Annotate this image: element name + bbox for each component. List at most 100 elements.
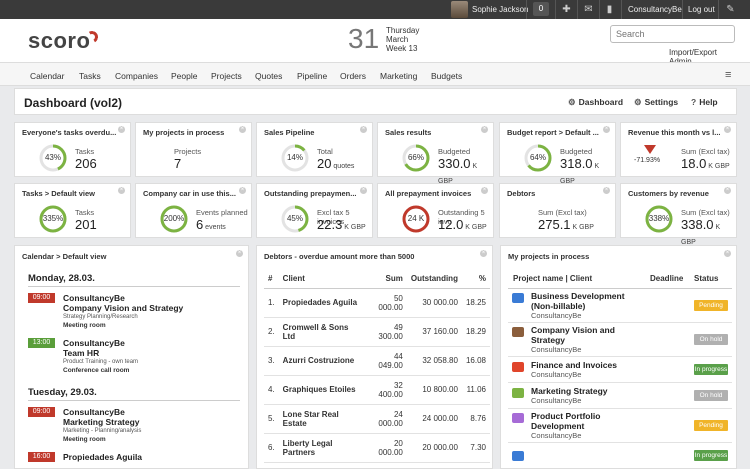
column-header[interactable]: Project name | Client bbox=[508, 270, 646, 289]
client-name[interactable]: Azurri Costruzione bbox=[278, 346, 366, 376]
widget-card[interactable]: Revenue this month vs l... × -71.93% Sum (E… bbox=[620, 122, 737, 177]
widget-card[interactable]: Sales Pipeline × 14% Total 20 quotes bbox=[256, 122, 373, 177]
close-icon[interactable]: × bbox=[481, 126, 488, 133]
widget-card[interactable]: Everyone's tasks overdu... × 43% Tasks 206 bbox=[14, 122, 131, 177]
mail-icon[interactable]: ✉ bbox=[584, 4, 593, 15]
project-cell[interactable]: Product Portfolio Development Consultancy… bbox=[508, 408, 646, 443]
close-icon[interactable]: × bbox=[360, 126, 367, 133]
status-badge[interactable]: In progress bbox=[694, 363, 728, 375]
table-row[interactable]: Finance and Invoices ConsultancyBe In prog… bbox=[508, 356, 732, 383]
dashboard-button[interactable]: ⚙ Dashboard bbox=[568, 97, 623, 108]
divider bbox=[555, 0, 556, 19]
column-header[interactable]: Status bbox=[690, 270, 732, 289]
close-icon[interactable]: × bbox=[118, 187, 125, 194]
close-icon[interactable]: × bbox=[480, 250, 487, 257]
table-row[interactable]: 1. Propiedades Aguila 50 000.00 30 000.00 18… bbox=[264, 288, 490, 318]
table-row[interactable]: 3. Azurri Costruzione 44 049.00 32 058.80 16… bbox=[264, 346, 490, 376]
company-name[interactable]: ConsultancyBe bbox=[628, 5, 682, 14]
table-row[interactable]: Product Portfolio Development Consultancy… bbox=[508, 408, 732, 443]
client-name[interactable]: Propiedades Aguila bbox=[278, 288, 366, 318]
close-icon[interactable]: × bbox=[603, 126, 610, 133]
client-name[interactable]: Liberty Legal Partners bbox=[278, 433, 366, 463]
widget-card[interactable]: Budget report > Default ... × 64% Budgeted 3… bbox=[499, 122, 616, 185]
project-text: Marketing Strategy ConsultancyBe bbox=[531, 386, 608, 405]
table-row[interactable]: In progress bbox=[508, 442, 732, 468]
nav-marketing[interactable]: Marketing bbox=[380, 71, 418, 81]
nav-pipeline[interactable]: Pipeline bbox=[297, 71, 328, 81]
close-icon[interactable]: × bbox=[724, 126, 731, 133]
project-cell[interactable]: Company Vision and Strategy ConsultancyBe bbox=[508, 322, 646, 357]
table-row[interactable]: 5. Lone Star Real Estate 24 000.00 24 000.0… bbox=[264, 404, 490, 434]
add-icon[interactable]: ✚ bbox=[562, 4, 571, 15]
column-header[interactable]: Deadline bbox=[646, 270, 690, 289]
column-header[interactable]: # bbox=[264, 270, 279, 289]
nav-calendar[interactable]: Calendar bbox=[30, 71, 65, 81]
status-badge[interactable]: On hold bbox=[694, 333, 728, 345]
close-icon[interactable]: × bbox=[481, 187, 488, 194]
project-cell[interactable]: Business Development (Non-billable) Consu… bbox=[508, 288, 646, 323]
close-icon[interactable]: × bbox=[724, 187, 731, 194]
widget-card[interactable]: Customers by revenue × 338% Sum (Excl tax) 3… bbox=[620, 183, 737, 246]
help-button[interactable]: ? Help bbox=[691, 97, 718, 107]
widget-number: 12.0 bbox=[438, 217, 464, 232]
widget-card[interactable]: Debtors × Sum (Excl tax) 275.1 K GBP bbox=[499, 183, 616, 238]
widget-card[interactable]: Company car in use this... × 200% Events pl… bbox=[135, 183, 252, 238]
column-header[interactable]: Outstanding bbox=[406, 270, 462, 289]
status-badge[interactable]: In progress bbox=[694, 449, 728, 461]
widget-card[interactable]: My projects in process × Projects 7 bbox=[135, 122, 252, 177]
close-icon[interactable]: × bbox=[724, 250, 731, 257]
status-badge[interactable]: Pending bbox=[694, 419, 728, 431]
nav-tasks[interactable]: Tasks bbox=[79, 71, 101, 81]
column-header[interactable]: Sum bbox=[365, 270, 407, 289]
edit-icon[interactable]: ✎ bbox=[726, 4, 735, 15]
table-row[interactable]: Business Development (Non-billable) Consu… bbox=[508, 288, 732, 323]
close-icon[interactable]: × bbox=[239, 187, 246, 194]
import-export-link[interactable]: Import/Export bbox=[669, 48, 718, 57]
widget-value: 338.0 K GBP bbox=[681, 217, 736, 247]
client-name[interactable]: Graphiques Etoiles bbox=[278, 375, 366, 405]
bookmark-icon[interactable]: ▮ bbox=[606, 4, 613, 15]
project-cell[interactable] bbox=[508, 442, 646, 468]
column-header[interactable]: Client bbox=[278, 270, 366, 289]
nav-projects[interactable]: Projects bbox=[211, 71, 242, 81]
widget-value: 330.0 K GBP bbox=[438, 156, 493, 186]
admin-link[interactable]: Admin bbox=[669, 57, 692, 66]
table-row[interactable]: 6. Liberty Legal Partners 20 000.00 20 000.… bbox=[264, 433, 490, 463]
logout-link[interactable]: Log out bbox=[688, 5, 715, 14]
nav-budgets[interactable]: Budgets bbox=[431, 71, 463, 81]
nav-orders[interactable]: Orders bbox=[340, 71, 366, 81]
user-name[interactable]: Sophie Jackson bbox=[472, 5, 529, 14]
deadline-cell bbox=[646, 382, 690, 409]
widget-card[interactable]: Sales results × 66% Budgeted 330.0 K GBP bbox=[377, 122, 494, 185]
table-row[interactable]: 4. Graphiques Etoiles 32 400.00 10 800.00 11… bbox=[264, 375, 490, 405]
nav-people[interactable]: People bbox=[171, 71, 198, 81]
client-name[interactable]: Lone Star Real Estate bbox=[278, 404, 366, 434]
project-cell[interactable]: Finance and Invoices ConsultancyBe bbox=[508, 356, 646, 383]
logo[interactable]: scoro bbox=[28, 28, 91, 53]
close-icon[interactable]: × bbox=[239, 126, 246, 133]
status-badge[interactable]: On hold bbox=[694, 389, 728, 401]
table-row[interactable]: Company Vision and Strategy ConsultancyBe… bbox=[508, 322, 732, 357]
table-row[interactable]: 2. Cromwell & Sons Ltd 49 300.00 37 160.00 1… bbox=[264, 317, 490, 347]
event-title: Company Vision and Strategy bbox=[63, 303, 184, 313]
nav-quotes[interactable]: Quotes bbox=[255, 71, 283, 81]
widget-card[interactable]: Tasks > Default view × 335% Tasks 201 bbox=[14, 183, 131, 238]
notification-count[interactable]: 0 bbox=[533, 2, 549, 16]
widget-card[interactable]: All prepayment invoices × 24 K Outstanding … bbox=[377, 183, 494, 238]
search-input[interactable] bbox=[610, 25, 735, 43]
table-row[interactable]: Marketing Strategy ConsultancyBe On hold bbox=[508, 382, 732, 409]
project-cell[interactable]: Marketing Strategy ConsultancyBe bbox=[508, 382, 646, 409]
column-header[interactable]: % bbox=[461, 270, 490, 289]
close-icon[interactable]: × bbox=[603, 187, 610, 194]
settings-button[interactable]: ⚙ Settings bbox=[634, 97, 678, 108]
close-icon[interactable]: × bbox=[118, 126, 125, 133]
client-name[interactable]: Cromwell & Sons Ltd bbox=[278, 317, 366, 347]
close-icon[interactable]: × bbox=[236, 250, 243, 257]
widget-value: 275.1 K GBP bbox=[538, 217, 594, 232]
hamburger-menu-icon[interactable]: ≡ bbox=[725, 69, 732, 81]
close-icon[interactable]: × bbox=[360, 187, 367, 194]
nav-companies[interactable]: Companies bbox=[115, 71, 158, 81]
status-badge[interactable]: Pending bbox=[694, 299, 728, 311]
avatar[interactable] bbox=[451, 1, 468, 18]
widget-card[interactable]: Outstanding prepaymen... × 45% Excl tax 5 i… bbox=[256, 183, 373, 238]
